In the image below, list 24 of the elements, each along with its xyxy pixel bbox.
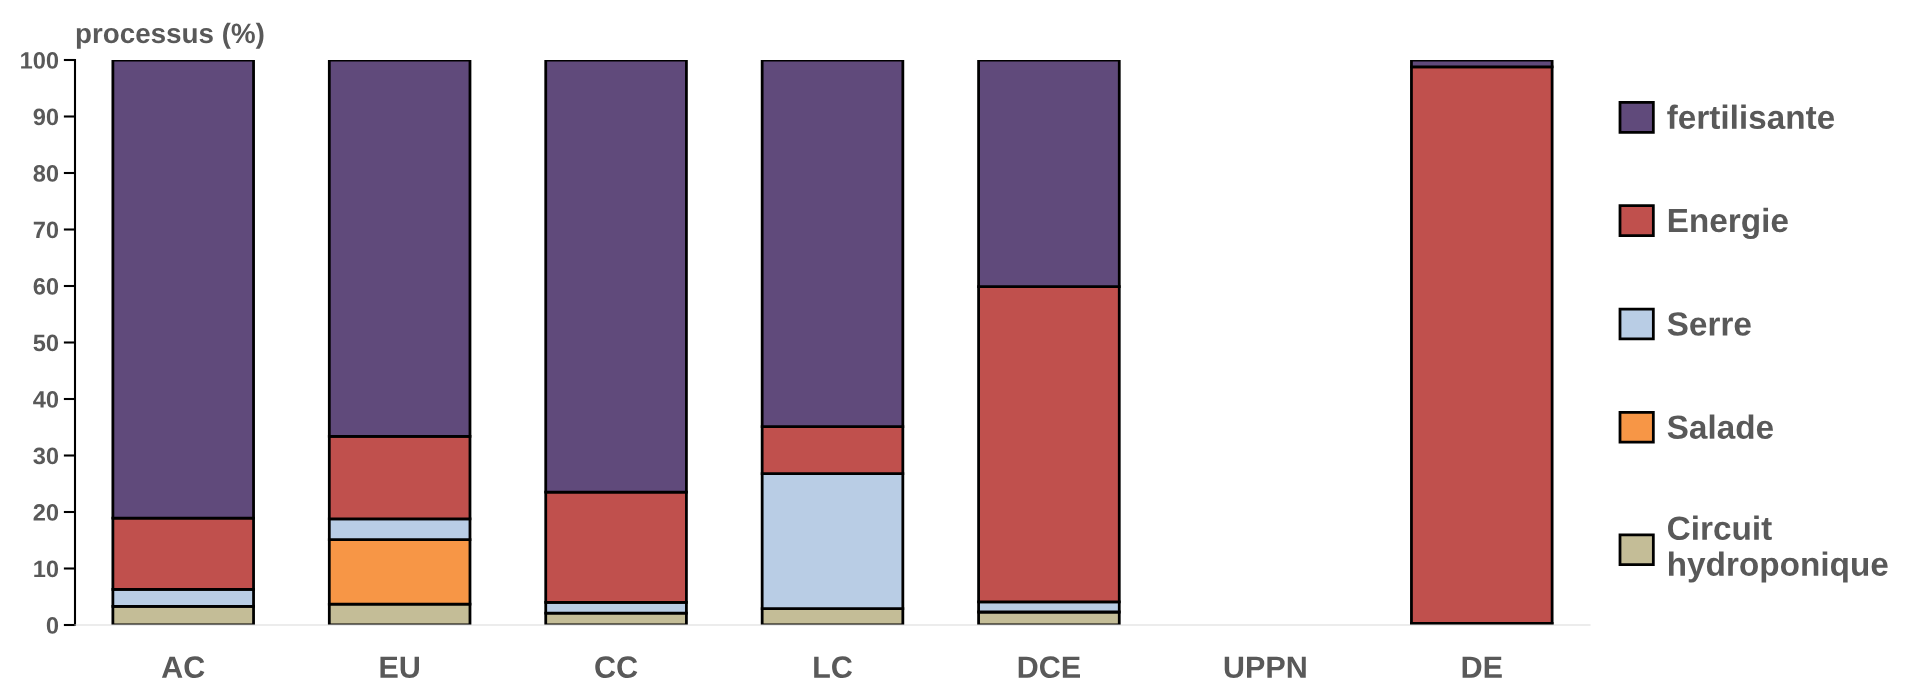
y-tick-label: 100 <box>21 52 59 69</box>
x-tick-label: DE <box>1462 656 1502 678</box>
x-tick-label: DCE <box>1018 656 1080 678</box>
y-tick-label: 90 <box>33 108 59 126</box>
legend-label: Energie <box>1668 207 1788 240</box>
y-axis-title: processus (%) <box>76 22 264 49</box>
y-tick-label: 50 <box>33 334 59 352</box>
y-tick-label: 40 <box>33 391 59 408</box>
legend-label: Serre <box>1667 312 1751 336</box>
legend-label: fertilisante <box>1667 104 1835 130</box>
y-tick-label: 80 <box>33 165 59 182</box>
y-tick-label: 60 <box>33 278 59 295</box>
x-tick-label: UPPN <box>1224 656 1306 678</box>
legend-label: Salade <box>1667 414 1773 439</box>
x-tick-label: CC <box>595 656 638 678</box>
y-tick-label: 0 <box>46 617 59 634</box>
y-tick-label: 20 <box>33 504 59 521</box>
y-tick-label: 30 <box>33 447 59 465</box>
legend-label: Circuit hydroponique <box>1668 515 1888 583</box>
y-tick-label: 10 <box>34 560 59 578</box>
x-tick-label: LC <box>814 656 853 678</box>
x-tick-label: EU <box>380 656 419 678</box>
x-tick-label: AC <box>161 656 205 678</box>
y-tick-label: 70 <box>33 221 59 239</box>
